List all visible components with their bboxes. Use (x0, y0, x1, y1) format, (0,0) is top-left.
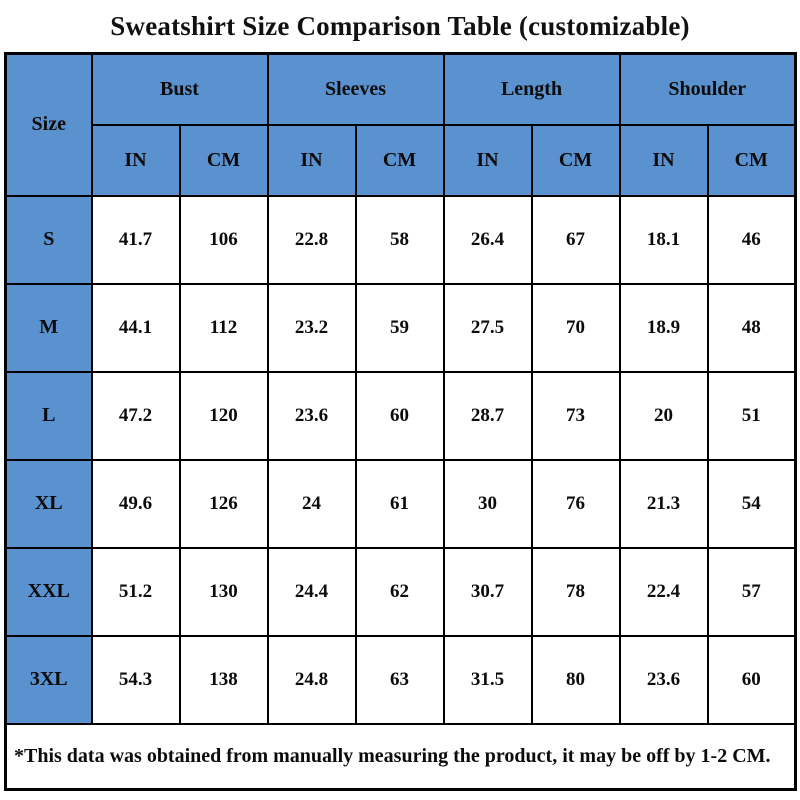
value-cell: 24.4 (266, 546, 357, 637)
page-title: Sweatshirt Size Comparison Table (custom… (110, 11, 690, 41)
table-row-l: L 47.2 120 23.6 60 28.7 73 20 51 (4, 370, 797, 461)
group-header-shoulder: Shoulder (618, 52, 797, 126)
value-cell: 30 (442, 458, 533, 549)
value-cell: 20 (618, 370, 709, 461)
value-cell: 67 (530, 194, 621, 285)
value-cell: 27.5 (442, 282, 533, 373)
value-cell: 41.7 (90, 194, 181, 285)
footnote-cell: *This data was obtained from manually me… (4, 722, 797, 791)
value-cell: 44.1 (90, 282, 181, 373)
value-cell: 48 (706, 282, 797, 373)
table-row-3xl: 3XL 54.3 138 24.8 63 31.5 80 23.6 60 (4, 634, 797, 725)
value-cell: 57 (706, 546, 797, 637)
value-cell: 30.7 (442, 546, 533, 637)
value-cell: 112 (178, 282, 269, 373)
row-size-cell: 3XL (4, 634, 93, 725)
value-cell: 58 (354, 194, 445, 285)
row-size-cell: S (4, 194, 93, 285)
value-cell: 62 (354, 546, 445, 637)
unit-header-cell: IN (618, 123, 709, 197)
unit-header-cell: IN (442, 123, 533, 197)
value-cell: 60 (706, 634, 797, 725)
value-cell: 51 (706, 370, 797, 461)
unit-header-row: IN CM IN CM IN CM IN CM (6, 123, 797, 197)
value-cell: 51.2 (90, 546, 181, 637)
value-cell: 26.4 (442, 194, 533, 285)
value-cell: 120 (178, 370, 269, 461)
row-size-cell: M (4, 282, 93, 373)
group-header-bust: Bust (90, 52, 269, 126)
unit-header-cell: CM (354, 123, 445, 197)
value-cell: 70 (530, 282, 621, 373)
value-cell: 21.3 (618, 458, 709, 549)
value-cell: 31.5 (442, 634, 533, 725)
size-header-cell: Size (4, 52, 93, 197)
value-cell: 73 (530, 370, 621, 461)
unit-header-cell: IN (90, 123, 181, 197)
unit-header-cell: CM (178, 123, 269, 197)
value-cell: 130 (178, 546, 269, 637)
unit-header-cell: IN (266, 123, 357, 197)
unit-header-cell: CM (706, 123, 797, 197)
value-cell: 22.8 (266, 194, 357, 285)
table-row-xl: XL 49.6 126 24 61 30 76 21.3 54 (4, 458, 797, 549)
row-size-cell: XL (4, 458, 93, 549)
value-cell: 22.4 (618, 546, 709, 637)
value-cell: 138 (178, 634, 269, 725)
value-cell: 23.2 (266, 282, 357, 373)
value-cell: 78 (530, 546, 621, 637)
value-cell: 59 (354, 282, 445, 373)
value-cell: 76 (530, 458, 621, 549)
value-cell: 106 (178, 194, 269, 285)
value-cell: 61 (354, 458, 445, 549)
value-cell: 46 (706, 194, 797, 285)
value-cell: 54 (706, 458, 797, 549)
table-row-s: S 41.7 106 22.8 58 26.4 67 18.1 46 (4, 194, 797, 285)
value-cell: 24.8 (266, 634, 357, 725)
footnote-row: *This data was obtained from manually me… (4, 722, 797, 791)
row-size-cell: L (4, 370, 93, 461)
size-comparison-table: Size Bust Sleeves Length Shoulder IN CM … (4, 52, 797, 791)
table-row-xxl: XXL 51.2 130 24.4 62 30.7 78 22.4 57 (4, 546, 797, 637)
value-cell: 28.7 (442, 370, 533, 461)
value-cell: 80 (530, 634, 621, 725)
value-cell: 23.6 (618, 634, 709, 725)
table-row-m: M 44.1 112 23.2 59 27.5 70 18.9 48 (4, 282, 797, 373)
value-cell: 47.2 (90, 370, 181, 461)
group-header-row: Size Bust Sleeves Length Shoulder (4, 52, 797, 197)
group-header-length: Length (442, 52, 621, 126)
value-cell: 126 (178, 458, 269, 549)
value-cell: 60 (354, 370, 445, 461)
row-size-cell: XXL (4, 546, 93, 637)
value-cell: 49.6 (90, 458, 181, 549)
value-cell: 23.6 (266, 370, 357, 461)
value-cell: 18.9 (618, 282, 709, 373)
value-cell: 18.1 (618, 194, 709, 285)
unit-header-cell: CM (530, 123, 621, 197)
group-header-sleeves: Sleeves (266, 52, 445, 126)
value-cell: 63 (354, 634, 445, 725)
value-cell: 24 (266, 458, 357, 549)
value-cell: 54.3 (90, 634, 181, 725)
